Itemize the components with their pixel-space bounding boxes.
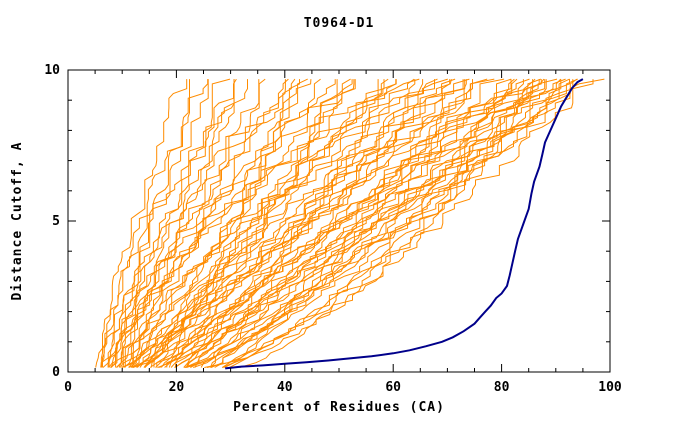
model-curve: [121, 78, 438, 368]
x-tick-label: 60: [385, 380, 401, 395]
model-curve: [222, 79, 574, 368]
chart-title: T0964-D1: [303, 16, 375, 31]
model-curve: [214, 78, 605, 368]
highlight-curve: [225, 78, 584, 370]
model-curve: [123, 78, 448, 368]
model-curves: [95, 78, 605, 370]
model-curve: [193, 78, 558, 368]
x-tick-label: 0: [64, 380, 72, 395]
model-curve: [150, 79, 416, 368]
x-axis-label: Percent of Residues (CA): [233, 400, 445, 415]
model-curve: [170, 78, 505, 368]
model-curve: [144, 79, 355, 368]
model-curve: [119, 78, 266, 368]
model-curve: [164, 79, 542, 368]
y-tick-label: 5: [52, 214, 60, 229]
model-curve: [95, 79, 188, 368]
model-curve: [101, 79, 209, 368]
model-curve: [149, 78, 415, 368]
model-curve: [168, 78, 488, 368]
model-curve: [209, 79, 562, 368]
model-curve: [118, 79, 385, 368]
model-curve: [116, 79, 397, 368]
model-curve: [239, 79, 594, 368]
model-curve: [143, 78, 530, 368]
model-curve: [157, 79, 379, 368]
model-curve: [190, 78, 578, 368]
model-curve: [132, 79, 338, 368]
model-curve: [107, 79, 300, 368]
y-tick-label: 0: [52, 365, 60, 380]
model-curve: [184, 79, 524, 368]
model-curve: [184, 79, 464, 368]
x-tick-label: 40: [277, 380, 293, 395]
model-curve: [153, 78, 541, 368]
model-curve: [115, 79, 260, 368]
model-curve: [185, 78, 536, 368]
model-curve: [100, 78, 237, 368]
model-curve: [124, 78, 420, 368]
model-curve: [210, 78, 562, 368]
model-curve: [110, 79, 235, 368]
y-tick-label: 10: [44, 63, 60, 78]
model-curve: [174, 79, 512, 368]
model-curve: [108, 78, 231, 368]
model-curve: [155, 79, 451, 368]
model-curve: [115, 79, 209, 368]
x-tick-label: 80: [494, 380, 510, 395]
model-curve: [102, 79, 286, 368]
model-curve: [132, 79, 473, 368]
model-curve: [121, 78, 470, 368]
model-curve: [108, 79, 336, 368]
model-curve: [129, 78, 456, 368]
model-curve: [206, 79, 540, 368]
model-curve: [102, 79, 248, 368]
axes: 0 20 40 60 80 100 0 5 10: [44, 63, 622, 395]
model-curve: [186, 79, 534, 368]
model-curve: [224, 79, 546, 368]
model-curve: [204, 79, 547, 368]
x-tick-label: 20: [169, 380, 185, 395]
x-tick-label: 100: [598, 380, 622, 395]
